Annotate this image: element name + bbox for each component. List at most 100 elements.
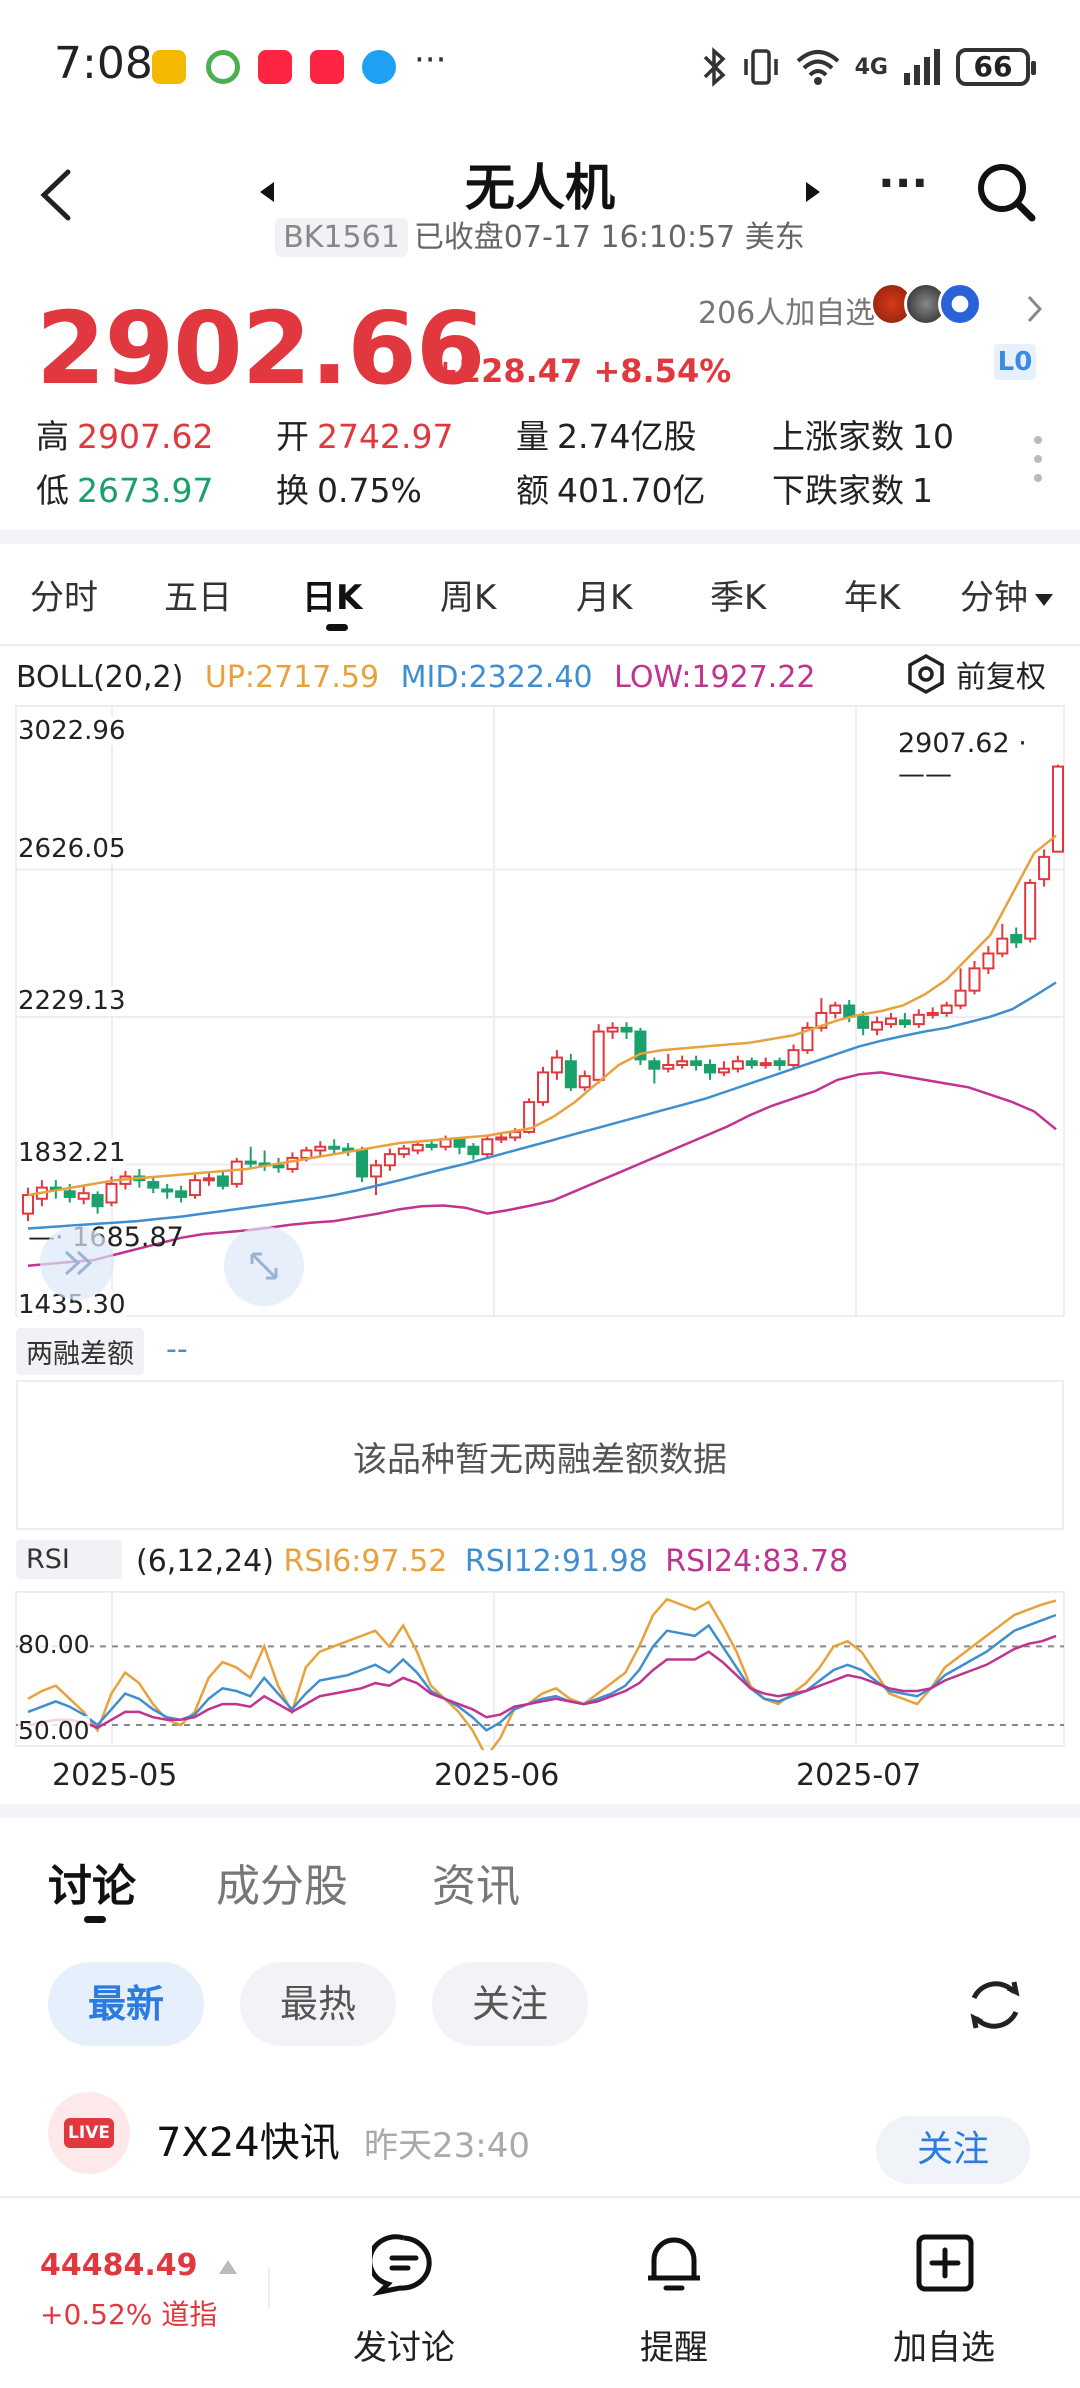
candle-body	[411, 1143, 424, 1152]
candle-body	[620, 1026, 633, 1033]
candle-body	[230, 1160, 243, 1185]
watcher-avatars[interactable]	[870, 282, 982, 326]
candle-body	[717, 1067, 730, 1074]
y-axis-label: 3022.96	[18, 716, 126, 746]
candle-body	[773, 1060, 786, 1066]
tab-minute-label: 分钟	[960, 578, 1028, 618]
more-notifications-icon: ···	[414, 40, 447, 80]
boll-middle-line	[27, 981, 1057, 1230]
filter-hottest[interactable]: 最热	[240, 1962, 396, 2046]
list-item[interactable]: LIVE 7X24快讯 昨天23:40	[0, 2080, 1080, 2220]
tab-weekly-k[interactable]: 周K	[440, 578, 497, 618]
tab-daily-k[interactable]: 日K	[302, 578, 363, 618]
status-icons: 4G 66	[701, 42, 1036, 92]
tab-news[interactable]: 资讯	[432, 1861, 520, 1912]
margin-panel-tag[interactable]: 两融差额	[16, 1328, 144, 1375]
y-axis-label: 2229.13	[18, 986, 126, 1016]
y-axis-label: 1832.21	[18, 1138, 126, 1168]
expand-left-button[interactable]	[40, 1226, 114, 1300]
candle-body	[314, 1145, 327, 1152]
rsi-indicator-line: (6,12,24) RSI6:97.52 RSI12:91.98 RSI24:8…	[136, 1544, 848, 1579]
back-icon[interactable]	[38, 168, 74, 222]
candle-body	[369, 1164, 382, 1178]
candle-body	[189, 1179, 202, 1197]
network-type: 4G	[854, 54, 888, 80]
refresh-icon[interactable]	[962, 1972, 1028, 2038]
change-value: +228.47	[432, 352, 583, 390]
candle-body	[1024, 881, 1037, 940]
index-ticker[interactable]: 44484.49 +0.52% 道指	[40, 2248, 238, 2333]
rsi-params: (6,12,24)	[136, 1544, 274, 1579]
candle-body	[91, 1194, 104, 1208]
filter-following[interactable]: 关注	[432, 1962, 588, 2046]
candle-body	[871, 1021, 884, 1031]
tab-intraday[interactable]: 分时	[30, 578, 98, 618]
adjust-toggle[interactable]: 前复权	[904, 652, 1046, 696]
turnover-value: 0.75%	[317, 471, 422, 510]
candle-body	[523, 1101, 536, 1133]
rsi-level-label: 80.00	[18, 1630, 90, 1659]
up-count-label: 上涨家数	[772, 417, 904, 456]
level-badge[interactable]: L0	[994, 344, 1036, 380]
up-count-value: 10	[912, 417, 954, 456]
adjust-label: 前复权	[956, 660, 1046, 695]
comment-icon[interactable]	[372, 2232, 436, 2296]
chevron-right-icon[interactable]	[1026, 294, 1044, 324]
tab-yearly-k[interactable]: 年K	[844, 578, 901, 618]
tab-constituents[interactable]: 成分股	[216, 1861, 348, 1912]
margin-panel	[16, 1380, 1064, 1530]
boll-lower-line	[27, 1071, 1057, 1267]
stats-col-1: 高 2907.62 低 2673.97	[36, 410, 213, 518]
filter-latest[interactable]: 最新	[48, 1962, 204, 2046]
candle-body	[1038, 855, 1051, 881]
amount-value: 401.70亿	[557, 471, 706, 510]
alert-button[interactable]: 提醒	[640, 2328, 708, 2368]
rsi24-line	[27, 1634, 1057, 1730]
candle-body	[356, 1149, 369, 1178]
tab-discussion[interactable]: 讨论	[48, 1861, 136, 1912]
candle-body	[940, 1004, 953, 1014]
tab-five-day[interactable]: 五日	[164, 578, 232, 618]
settings-hex-icon	[908, 653, 944, 695]
candle-body	[244, 1160, 257, 1165]
rsi-panel-tag[interactable]: RSI	[16, 1540, 122, 1579]
candle-body	[731, 1060, 744, 1070]
x-axis-date: 2025-07	[796, 1758, 922, 1793]
x-axis-date: 2025-05	[52, 1758, 178, 1793]
candle-body	[578, 1075, 591, 1089]
open-value: 2742.97	[317, 417, 454, 456]
live-badge: LIVE	[64, 2118, 114, 2148]
tab-monthly-k[interactable]: 月K	[576, 578, 633, 618]
down-count-value: 1	[912, 471, 933, 510]
candle-body	[1010, 933, 1023, 944]
add-watchlist-button[interactable]: 加自选	[893, 2328, 995, 2368]
tab-quarterly-k[interactable]: 季K	[710, 578, 767, 618]
xiaohongshu-icon	[258, 50, 292, 84]
watchers-count[interactable]: 206人加自选	[698, 296, 876, 331]
follow-button[interactable]: 关注	[876, 2116, 1030, 2184]
candle-body	[592, 1030, 605, 1081]
next-stock-icon[interactable]	[804, 180, 822, 204]
prev-stock-icon[interactable]	[258, 180, 276, 204]
kline-chart[interactable]	[0, 700, 1080, 1320]
candle-body	[467, 1145, 480, 1156]
candle-body	[857, 1015, 870, 1029]
more-icon[interactable]: ···	[878, 158, 929, 209]
fullscreen-button[interactable]	[224, 1226, 304, 1306]
expand-stats-icon[interactable]	[1030, 434, 1046, 484]
amount-label: 额	[516, 471, 549, 510]
page-title: 无人机	[465, 159, 615, 217]
candle-body	[564, 1060, 577, 1089]
tab-minute[interactable]: 分钟	[960, 570, 1054, 619]
rsi-chart[interactable]	[0, 1590, 1080, 1750]
candle-body	[745, 1060, 758, 1066]
high-value: 2907.62	[77, 417, 214, 456]
search-icon[interactable]	[974, 160, 1038, 224]
boll-indicator-line[interactable]: BOLL(20,2) UP:2717.59 MID:2322.40 LOW:19…	[16, 660, 816, 695]
post-discussion-button[interactable]: 发讨论	[353, 2328, 455, 2368]
bell-icon[interactable]	[642, 2230, 706, 2298]
candle-body	[898, 1019, 911, 1026]
boll-low: LOW:1927.22	[614, 660, 816, 695]
rsi-frame	[15, 1591, 1065, 1747]
add-watchlist-icon[interactable]	[914, 2232, 976, 2294]
